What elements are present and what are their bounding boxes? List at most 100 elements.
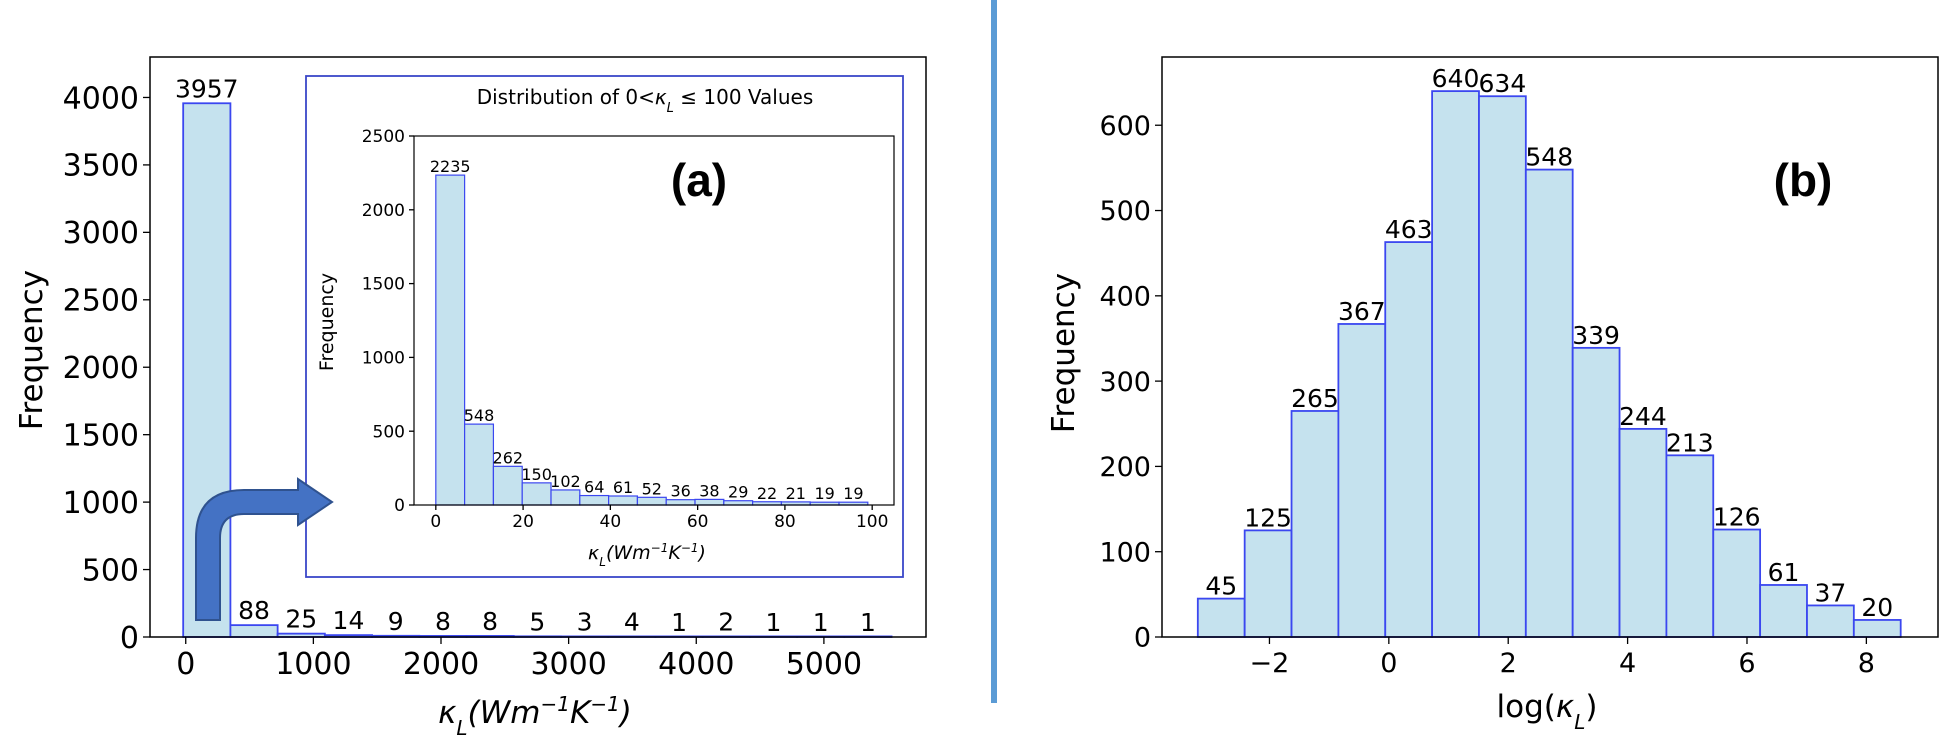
x-tick-label: 0 xyxy=(1380,648,1397,679)
y-tick-label: 0 xyxy=(394,496,405,516)
y-tick-label: 2000 xyxy=(63,351,139,386)
x-axis-label: κL(Wm−1K−1) xyxy=(438,692,632,740)
x-tick-label: 20 xyxy=(512,512,534,532)
bar-value-label: 64 xyxy=(584,478,604,497)
bar-value-label: 548 xyxy=(464,406,495,425)
plot-frame xyxy=(413,135,895,506)
bar-value-label: 21 xyxy=(786,484,806,503)
bar-value-label: 4 xyxy=(624,607,640,636)
y-axis: 0 500 1000 1500 2000 2500 3000 3500 4000 xyxy=(63,81,150,656)
bar-value-label: 20 xyxy=(1861,593,1893,622)
bar xyxy=(1665,454,1715,638)
bar-value-label: 5 xyxy=(529,607,545,636)
bar-value-label: 22 xyxy=(757,484,777,503)
bar-value-label: 45 xyxy=(1205,572,1237,601)
y-tick-label: 100 xyxy=(1099,537,1151,568)
x-tick-label: 100 xyxy=(856,512,888,532)
bar xyxy=(464,423,495,506)
bar-value-label: 126 xyxy=(1713,503,1761,532)
y-axis-label: Frequency xyxy=(1046,273,1082,433)
y-tick-label: 1000 xyxy=(362,349,405,369)
x-tick-label: 2000 xyxy=(403,647,479,682)
y-tick-label: 0 xyxy=(120,621,139,656)
y-axis-label: Frequency xyxy=(14,270,50,430)
bar-value-label: 213 xyxy=(1666,428,1714,457)
bar-value-label: 244 xyxy=(1619,402,1667,431)
y-tick-label: 2500 xyxy=(63,284,139,319)
bent-arrow-right-icon xyxy=(195,477,334,621)
bar xyxy=(579,494,610,506)
bar-value-label: 1 xyxy=(671,608,687,637)
bar xyxy=(636,496,667,506)
bar xyxy=(229,624,279,638)
bar-value-label: 367 xyxy=(1338,297,1386,326)
bar-value-label: 1 xyxy=(766,608,782,637)
inset-border xyxy=(305,75,904,578)
plot-frame xyxy=(1161,56,1939,638)
bar-value-label: 125 xyxy=(1244,503,1292,532)
bar-value-label: 9 xyxy=(388,607,404,636)
bar-value-label: 548 xyxy=(1525,143,1573,172)
bar-value-label: 38 xyxy=(699,481,719,500)
x-tick-label: 6 xyxy=(1738,648,1755,679)
bar-value-label: 262 xyxy=(493,448,524,467)
y-tick-label: 0 xyxy=(1134,623,1151,654)
panel-label-a: (a) xyxy=(671,154,727,206)
y-tick-label: 1500 xyxy=(362,275,405,295)
chart-a-inset: Distribution of 0<κL ≤ 100 Values 050010… xyxy=(316,85,895,569)
x-axis: 0 20 40 60 80 100 xyxy=(430,505,888,532)
x-tick-label: 5000 xyxy=(786,647,862,682)
x-axis: 0 1000 2000 3000 4000 5000 xyxy=(176,637,862,682)
bar-value-label: 36 xyxy=(670,482,690,501)
y-tick-label: 2500 xyxy=(362,127,405,147)
bar-value-label: 61 xyxy=(1768,558,1800,587)
bar-value-label: 640 xyxy=(1432,64,1480,93)
bar-value-label: 19 xyxy=(843,484,863,503)
bar-value-label: 1 xyxy=(860,608,876,637)
bar-value-label: 2235 xyxy=(430,157,471,176)
x-tick-label: 8 xyxy=(1858,648,1875,679)
bar-value-label: 102 xyxy=(550,472,581,491)
bar xyxy=(1712,528,1762,638)
x-tick-label: 3000 xyxy=(530,647,606,682)
y-tick-label: 600 xyxy=(1099,111,1151,142)
y-axis: 0 500 1000 1500 2000 2500 xyxy=(362,127,414,516)
bar xyxy=(550,489,581,506)
bar xyxy=(1431,90,1480,638)
bars xyxy=(435,174,869,506)
bar xyxy=(521,482,552,506)
bar-value-label: 2 xyxy=(718,608,734,637)
bar-value-label: 463 xyxy=(1385,215,1433,244)
x-tick-label: 4000 xyxy=(658,647,734,682)
bar-value-label: 19 xyxy=(814,484,834,503)
bar xyxy=(1852,619,1902,638)
bar-value-label: 150 xyxy=(521,465,552,484)
panel-label-b: (b) xyxy=(1774,154,1833,206)
x-tick-label: 4 xyxy=(1619,648,1636,679)
y-tick-label: 500 xyxy=(373,422,405,442)
bar-value-label: 25 xyxy=(285,605,317,634)
x-tick-label: 2 xyxy=(1500,648,1517,679)
bar-value-label: 37 xyxy=(1814,578,1846,607)
y-axis: 0 100 200 300 400 500 600 xyxy=(1099,111,1162,654)
x-tick-label: 80 xyxy=(774,512,796,532)
bar xyxy=(1196,597,1246,638)
y-tick-label: 1500 xyxy=(63,418,139,453)
bar-value-label: 3957 xyxy=(175,74,239,103)
y-tick-label: 1000 xyxy=(63,486,139,521)
y-tick-label: 300 xyxy=(1099,367,1151,398)
bar xyxy=(1243,529,1293,638)
bar xyxy=(1524,168,1574,638)
panel-divider xyxy=(991,0,997,703)
x-tick-label: −2 xyxy=(1250,648,1290,679)
bar-value-label: 14 xyxy=(333,606,365,635)
bar xyxy=(492,465,523,506)
y-tick-label: 200 xyxy=(1099,452,1151,483)
x-tick-label: 0 xyxy=(430,512,441,532)
bar-value-label: 8 xyxy=(482,607,498,636)
bar-value-label: 339 xyxy=(1572,321,1620,350)
x-tick-label: 0 xyxy=(176,647,195,682)
